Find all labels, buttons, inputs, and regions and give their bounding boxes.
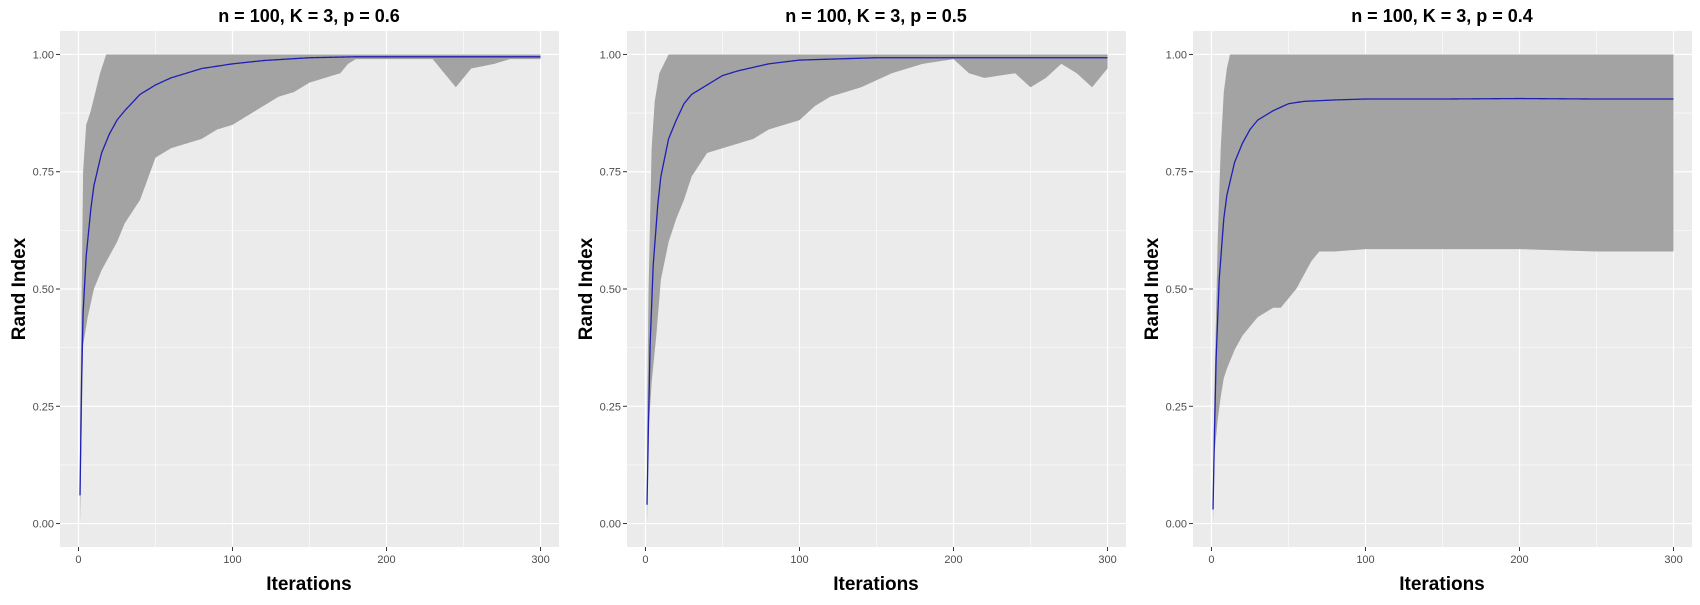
y-tick-label: 0.50 [1166, 284, 1187, 296]
x-tick-label: 200 [377, 554, 395, 566]
x-tick-label: 300 [1664, 554, 1682, 566]
x-tick-label: 100 [790, 554, 808, 566]
y-axis-label: Rand Index [576, 237, 597, 340]
mean-line [646, 57, 1108, 505]
y-tick-label: 0.50 [600, 284, 621, 296]
ribbon-band [1213, 54, 1674, 524]
y-tick-label: 0.00 [33, 519, 54, 531]
panel-title: n = 100, K = 3, p = 0.5 [785, 6, 967, 26]
y-tick-label: 0.50 [33, 284, 54, 296]
x-tick-label: 0 [75, 554, 81, 566]
x-tick-label: 300 [531, 554, 549, 566]
y-tick-label: 0.75 [1166, 167, 1187, 179]
mean-line [79, 56, 541, 496]
x-tick-label: 200 [944, 554, 962, 566]
chart-panel-1: 0.00 0.25 0.50 0.75 1.00 0 100 200 300 n = 100, K… [9, 6, 559, 595]
x-axis-label: Iterations [266, 574, 352, 595]
mean-line [1212, 97, 1674, 510]
x-tick-label: 0 [642, 554, 648, 566]
x-axis-label: Iterations [833, 574, 919, 595]
chart-panel-3: 0.00 0.25 0.50 0.75 1.00 0 100 200 300 n = 100, K… [1142, 6, 1692, 595]
y-tick-label: 0.00 [1166, 519, 1187, 531]
ribbon-band [647, 54, 1108, 524]
panel-title: n = 100, K = 3, p = 0.6 [218, 6, 400, 26]
y-axis-label: Rand Index [9, 237, 30, 340]
x-tick-label: 300 [1098, 554, 1116, 566]
y-tick-label: 0.25 [1166, 401, 1187, 413]
y-tick-label: 0.75 [600, 167, 621, 179]
y-tick-label: 0.75 [33, 167, 54, 179]
chart-panel-2: 0.00 0.25 0.50 0.75 1.00 0 100 200 300 n = 100, K… [576, 6, 1126, 595]
ribbon-band [80, 54, 541, 524]
x-axis-label: Iterations [1399, 574, 1485, 595]
y-tick-label: 0.25 [33, 401, 54, 413]
y-tick-label: 1.00 [600, 49, 621, 61]
y-tick-label: 1.00 [33, 49, 54, 61]
x-tick-label: 0 [1208, 554, 1214, 566]
y-tick-label: 1.00 [1166, 49, 1187, 61]
x-tick-label: 100 [223, 554, 241, 566]
y-tick-label: 0.25 [600, 401, 621, 413]
y-tick-label: 0.00 [600, 519, 621, 531]
x-tick-label: 200 [1510, 554, 1528, 566]
y-axis-label: Rand Index [1142, 237, 1163, 340]
x-tick-label: 100 [1356, 554, 1374, 566]
panel-title: n = 100, K = 3, p = 0.4 [1351, 6, 1533, 26]
